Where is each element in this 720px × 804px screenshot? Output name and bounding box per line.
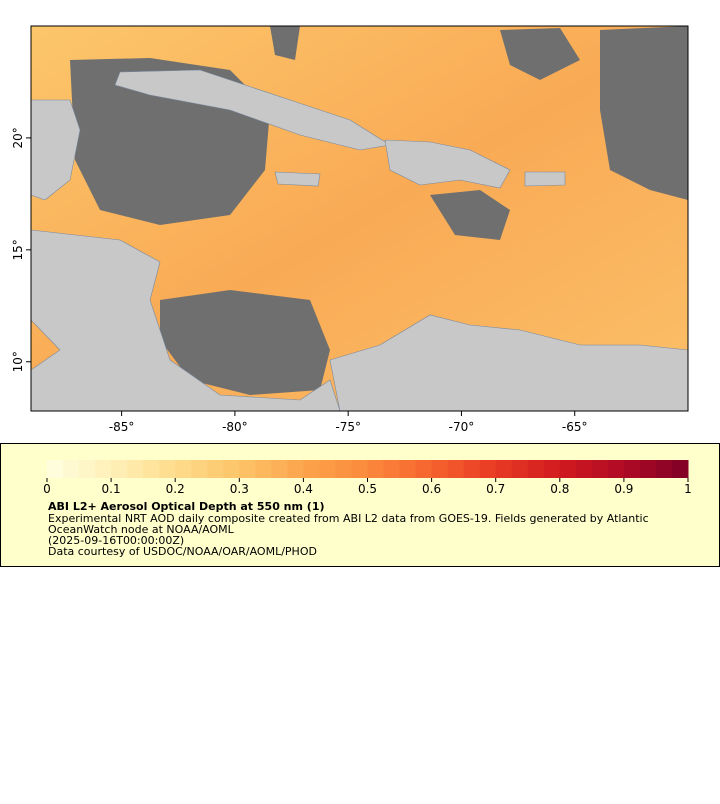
colorbar-tick-label: 0.3 bbox=[230, 482, 249, 496]
colorbar-step bbox=[351, 460, 368, 478]
colorbar-step bbox=[367, 460, 385, 478]
colorbar-step bbox=[319, 460, 336, 478]
colorbar-step bbox=[415, 460, 433, 478]
colorbar-tick-label: 0.2 bbox=[166, 482, 185, 496]
colorbar-step bbox=[239, 460, 256, 478]
colorbar-step bbox=[431, 460, 449, 478]
colorbar-step bbox=[95, 460, 112, 478]
colorbar-tick-label: 0.4 bbox=[294, 482, 313, 496]
colorbar-step bbox=[47, 460, 64, 478]
colorbar-step bbox=[639, 460, 657, 478]
colorbar-tick-label: 0.5 bbox=[358, 482, 377, 496]
colorbar-step bbox=[303, 460, 320, 478]
colorbar-step bbox=[591, 460, 609, 478]
colorbar-step bbox=[511, 460, 529, 478]
colorbar-step bbox=[447, 460, 465, 478]
colorbar-step bbox=[463, 460, 481, 478]
legend-line: Experimental NRT AOD daily composite cre… bbox=[48, 512, 649, 525]
colorbar-step bbox=[271, 460, 288, 478]
legend-line: Data courtesy of USDOC/NOAA/OAR/AOML/PHO… bbox=[48, 545, 317, 558]
colorbar-step bbox=[143, 460, 160, 478]
land bbox=[30, 69, 689, 412]
colorbar-step bbox=[559, 460, 577, 478]
x-tick-label: -80° bbox=[222, 420, 248, 434]
colorbar-step bbox=[159, 460, 176, 478]
legend-line: OceanWatch node at NOAA/AOML bbox=[48, 523, 235, 536]
colorbar-step bbox=[287, 460, 304, 478]
colorbar-tick-label: 0.6 bbox=[422, 482, 441, 496]
colorbar-step bbox=[543, 460, 561, 478]
colorbar-step bbox=[479, 460, 497, 478]
y-tick-label: 10° bbox=[11, 351, 25, 372]
colorbar-tick-label: 0.8 bbox=[550, 482, 569, 496]
y-tick-label: 20° bbox=[11, 127, 25, 148]
colorbar-step bbox=[79, 460, 96, 478]
colorbar-tick-label: 0 bbox=[43, 482, 51, 496]
colorbar-step bbox=[655, 460, 673, 478]
legend-title: ABI L2+ Aerosol Optical Depth at 550 nm … bbox=[48, 500, 325, 513]
map bbox=[30, 25, 689, 412]
colorbar-step bbox=[335, 460, 352, 478]
colorbar-tick-label: 0.7 bbox=[486, 482, 505, 496]
colorbar-step bbox=[575, 460, 593, 478]
colorbar-step bbox=[495, 460, 513, 478]
x-tick-label: -85° bbox=[109, 420, 135, 434]
x-tick-label: -75° bbox=[335, 420, 361, 434]
colorbar-step bbox=[607, 460, 625, 478]
x-tick-label: -70° bbox=[449, 420, 475, 434]
colorbar-tick-label: 1 bbox=[684, 482, 692, 496]
colorbar-step bbox=[175, 460, 192, 478]
colorbar-step bbox=[207, 460, 224, 478]
colorbar-step bbox=[191, 460, 208, 478]
colorbar-step bbox=[63, 460, 80, 478]
colorbar-step bbox=[127, 460, 144, 478]
colorbar-step bbox=[223, 460, 240, 478]
legend-line: (2025-09-16T00:00:00Z) bbox=[48, 534, 184, 547]
colorbar-tick-label: 0.1 bbox=[102, 482, 121, 496]
colorbar-step bbox=[623, 460, 641, 478]
map-frame bbox=[30, 25, 689, 412]
y-tick-label: 15° bbox=[11, 239, 25, 260]
colorbar-step bbox=[671, 460, 689, 478]
colorbar-step bbox=[383, 460, 401, 478]
colorbar-step bbox=[111, 460, 128, 478]
colorbar-step bbox=[527, 460, 545, 478]
colorbar-tick-label: 0.9 bbox=[614, 482, 633, 496]
colorbar-step bbox=[255, 460, 272, 478]
colorbar-step bbox=[399, 460, 417, 478]
x-tick-label: -65° bbox=[562, 420, 588, 434]
